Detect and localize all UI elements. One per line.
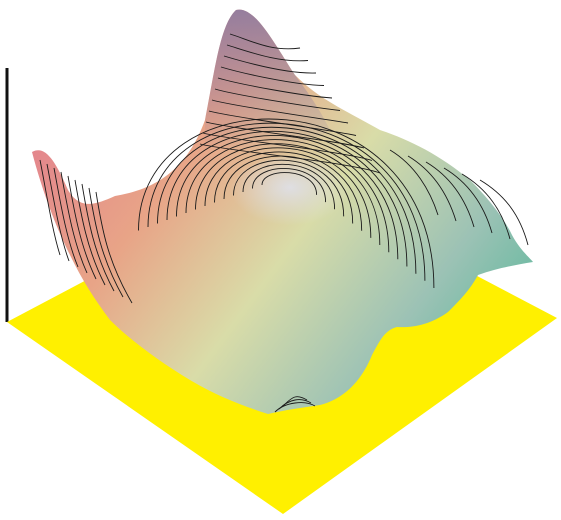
contour-lines: [39, 33, 529, 413]
contour-right-5: [479, 179, 529, 246]
contour-left-2: [53, 167, 79, 268]
contour-left-8: [95, 191, 133, 304]
contour-back-6: [211, 99, 349, 124]
contour-back-9: [202, 132, 373, 161]
contour-central-8: [185, 139, 390, 253]
contour-central-2: [242, 163, 336, 210]
contour-left-0: [39, 159, 61, 256]
contour-back-0: [229, 33, 301, 50]
contour-front-0: [274, 402, 316, 413]
contour-central-5: [214, 151, 363, 231]
contour-back-4: [217, 77, 333, 99]
contour-left-1: [46, 163, 70, 262]
contour-back-7: [208, 110, 357, 136]
central-peak-glow: [230, 157, 350, 233]
contour-right-0: [389, 149, 439, 216]
contour-central-3: [233, 159, 345, 217]
contour-front-1: [278, 399, 312, 410]
contour-left-5: [74, 179, 106, 286]
contour-right-3: [443, 167, 493, 234]
contour-left-6: [81, 183, 115, 292]
contour-central-6: [204, 147, 372, 238]
contour-right-2: [425, 161, 475, 228]
contour-back-10: [199, 143, 381, 174]
contour-left-7: [88, 187, 124, 298]
contour-central-9: [176, 135, 399, 260]
contour-central-10: [166, 130, 408, 267]
contour-back-2: [223, 55, 317, 74]
contour-back-3: [220, 66, 325, 86]
contour-right-1: [407, 155, 457, 222]
contour-back-1: [226, 44, 309, 62]
contour-back-5: [214, 88, 341, 111]
contour-back-8: [205, 121, 365, 149]
contour-central-7: [195, 143, 381, 246]
contour-right-4: [461, 173, 511, 240]
contour-front-2: [282, 396, 308, 407]
contour-central-0: [261, 172, 318, 195]
contour-left-3: [60, 171, 88, 274]
contour-left-4: [67, 175, 97, 280]
contour-central-1: [252, 167, 327, 203]
